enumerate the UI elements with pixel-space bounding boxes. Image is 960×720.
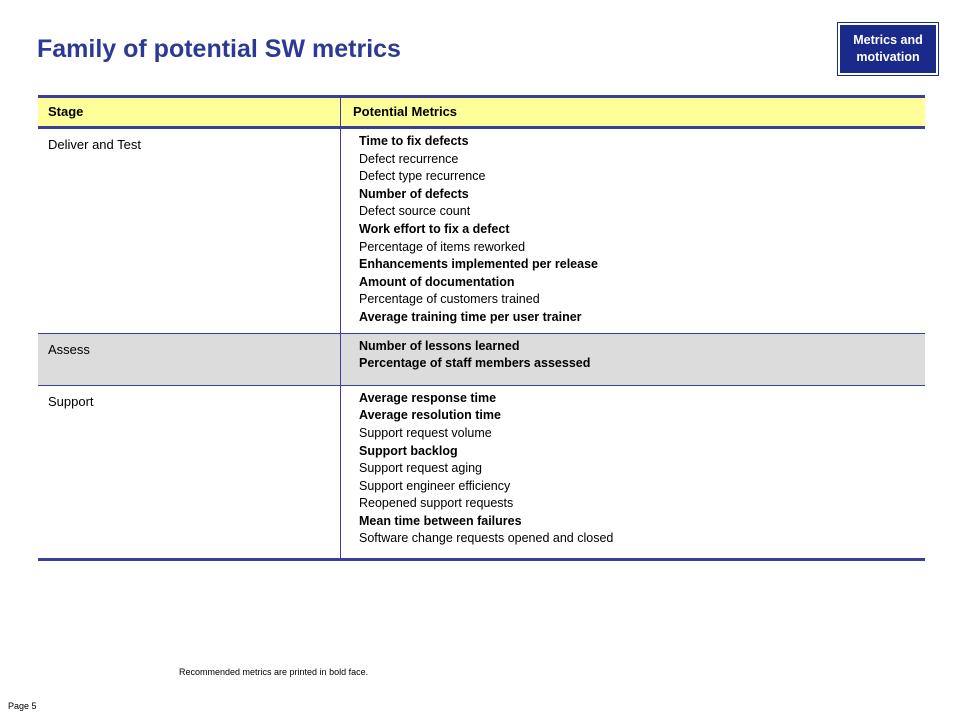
column-header-metrics: Potential Metrics xyxy=(340,98,925,126)
footnote: Recommended metrics are printed in bold … xyxy=(179,667,369,677)
metric-item: Support engineer efficiency xyxy=(359,478,511,493)
metric-item: Number of defects xyxy=(359,186,469,201)
metric-item: Average response time xyxy=(359,390,497,405)
metrics-table: Stage Potential Metrics Deliver and Test… xyxy=(38,95,925,562)
metric-item: Support request aging xyxy=(359,461,483,476)
metric-item: Support backlog xyxy=(359,443,458,458)
table-row: Support Average response time Average reso… xyxy=(38,385,925,562)
metric-item: Enhancements implemented per release xyxy=(359,257,598,272)
metric-item: Time to fix defects xyxy=(359,134,469,148)
stage-cell: Support xyxy=(48,393,94,409)
metric-item: Average resolution time xyxy=(359,408,501,423)
metric-item: Defect source count xyxy=(359,204,471,219)
section-badge: Metrics and motivation xyxy=(840,25,936,73)
stage-cell: Deliver and Test xyxy=(48,137,141,152)
table-row: Deliver and Test Time to fix defects Defec… xyxy=(38,129,925,334)
column-header-stage: Stage xyxy=(48,104,84,119)
metrics-cell: Time to fix defects Defect recurrence Defe… xyxy=(340,129,925,333)
metric-item: Support request volume xyxy=(359,425,492,440)
table-row: Assess Number of lessons learned Percentag… xyxy=(38,333,925,386)
page-title: Family of potential SW metrics xyxy=(37,35,401,63)
metric-item: Percentage of customers trained xyxy=(359,292,540,307)
metric-item: Reopened support requests xyxy=(359,496,514,511)
metrics-cell: Number of lessons learned Percentage of s… xyxy=(340,333,925,385)
metric-item: Software change requests opened and clos… xyxy=(359,531,614,546)
metric-item: Mean time between failures xyxy=(359,513,522,528)
metric-item: Amount of documentation xyxy=(359,274,515,289)
metric-item: Work effort to fix a defect xyxy=(359,221,510,236)
stage-cell: Assess xyxy=(48,341,90,357)
metric-item: Average training time per user trainer xyxy=(359,309,582,324)
metric-item: Percentage of items reworked xyxy=(359,239,526,254)
table-header-row: Stage Potential Metrics xyxy=(38,95,925,129)
metrics-cell: Average response time Average resolution … xyxy=(340,385,925,559)
metric-item: Defect recurrence xyxy=(359,151,459,166)
table-body: Deliver and Test Time to fix defects Defec… xyxy=(38,129,925,562)
page-number: Page 5 xyxy=(8,701,37,711)
metric-item: Defect type recurrence xyxy=(359,169,486,184)
metric-item: Number of lessons learned xyxy=(359,338,520,353)
metric-item: Percentage of staff members assessed xyxy=(359,356,591,371)
